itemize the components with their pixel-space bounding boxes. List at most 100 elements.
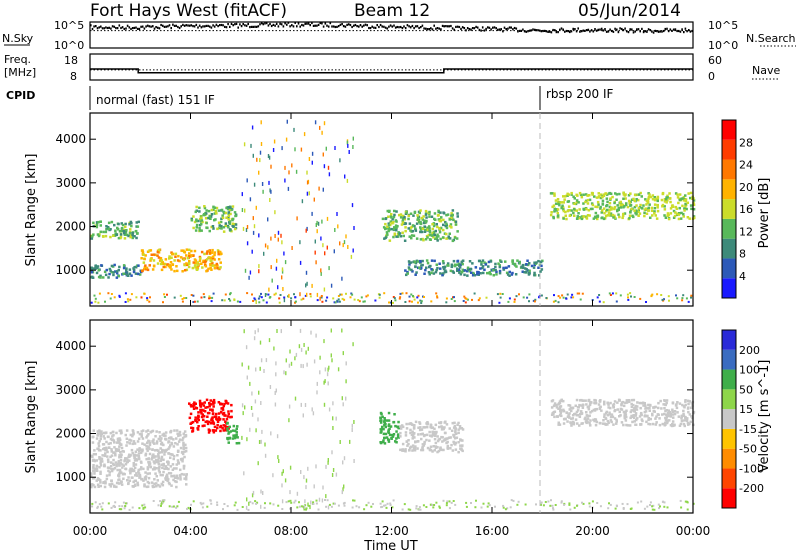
data-cell [634, 407, 637, 411]
data-cell [249, 197, 252, 202]
data-cell [112, 467, 115, 471]
data-cell [150, 458, 153, 461]
data-cell [155, 440, 159, 443]
data-cell [274, 210, 276, 215]
data-cell [115, 276, 119, 279]
data-cell [327, 505, 330, 510]
data-cell [604, 423, 608, 426]
data-cell [658, 507, 660, 510]
data-cell [385, 227, 388, 230]
data-cell [615, 292, 618, 295]
data-cell [114, 229, 117, 232]
data-cell [320, 296, 323, 299]
nsky-point [513, 26, 516, 30]
data-cell [175, 506, 178, 509]
data-cell [443, 431, 447, 435]
data-cell [547, 500, 550, 503]
data-cell [455, 263, 459, 266]
data-cell [607, 403, 610, 406]
data-cell [296, 506, 299, 509]
data-cell [435, 223, 438, 226]
data-cell [210, 208, 214, 212]
data-cell [96, 434, 99, 437]
data-cell [342, 402, 344, 407]
data-cell [381, 440, 385, 444]
data-cell [225, 206, 229, 209]
nsky-point [485, 27, 487, 30]
nsky-point [522, 28, 524, 31]
data-cell [197, 425, 200, 428]
data-cell [206, 250, 209, 253]
data-cell [194, 261, 197, 265]
data-cell [421, 218, 424, 221]
data-cell [666, 196, 669, 199]
data-cell [441, 273, 444, 277]
nsky-point [495, 27, 497, 30]
data-cell [114, 501, 117, 504]
data-cell [643, 211, 646, 215]
data-cell [407, 508, 410, 511]
data-cell [432, 445, 435, 448]
data-cell [305, 507, 308, 510]
data-cell [145, 485, 149, 489]
nsky-point [478, 28, 481, 31]
data-cell [268, 296, 271, 299]
data-cell [339, 158, 341, 163]
data-cell [665, 401, 668, 405]
data-cell [305, 283, 307, 288]
data-cell [588, 421, 591, 425]
data-cell [136, 474, 139, 477]
nsky-point [641, 27, 643, 30]
data-cell [550, 413, 554, 416]
data-cell [231, 437, 235, 440]
data-cell [109, 461, 113, 464]
data-cell [145, 447, 149, 450]
data-cell [349, 296, 352, 299]
data-cell [195, 226, 198, 229]
data-cell [489, 272, 492, 276]
data-cell [650, 206, 654, 210]
nsky-point [425, 27, 427, 30]
data-cell [408, 449, 411, 452]
data-cell [445, 213, 448, 217]
data-cell [106, 458, 110, 461]
data-cell [172, 474, 175, 478]
data-cell [97, 444, 101, 448]
data-cell [250, 143, 252, 148]
data-cell [382, 427, 385, 431]
data-cell [189, 422, 192, 425]
data-cell [336, 300, 339, 303]
data-cell [110, 450, 113, 453]
data-cell [628, 424, 632, 427]
data-cell [115, 485, 118, 489]
data-cell [594, 408, 597, 411]
data-cell [430, 259, 434, 262]
data-cell [281, 269, 284, 274]
data-cell [398, 213, 401, 217]
data-cell [438, 506, 441, 509]
data-cell [173, 296, 176, 299]
data-cell [380, 506, 383, 509]
data-cell [669, 197, 672, 200]
data-cell [197, 414, 200, 418]
data-cell [366, 294, 369, 297]
data-cell [142, 261, 146, 264]
data-cell [530, 264, 534, 268]
data-cell [625, 423, 628, 427]
data-cell [588, 198, 592, 202]
data-cell [149, 465, 153, 469]
data-cell [209, 256, 213, 259]
data-cell [428, 430, 431, 434]
data-cell [111, 462, 115, 465]
data-cell [431, 433, 435, 437]
data-cell [640, 195, 643, 198]
data-cell [388, 301, 390, 304]
data-cell [107, 221, 111, 225]
data-cell [211, 400, 215, 404]
data-cell [571, 420, 575, 424]
data-cell [227, 216, 230, 219]
data-cell [653, 206, 657, 210]
data-cell [225, 216, 228, 219]
data-cell [621, 400, 625, 404]
